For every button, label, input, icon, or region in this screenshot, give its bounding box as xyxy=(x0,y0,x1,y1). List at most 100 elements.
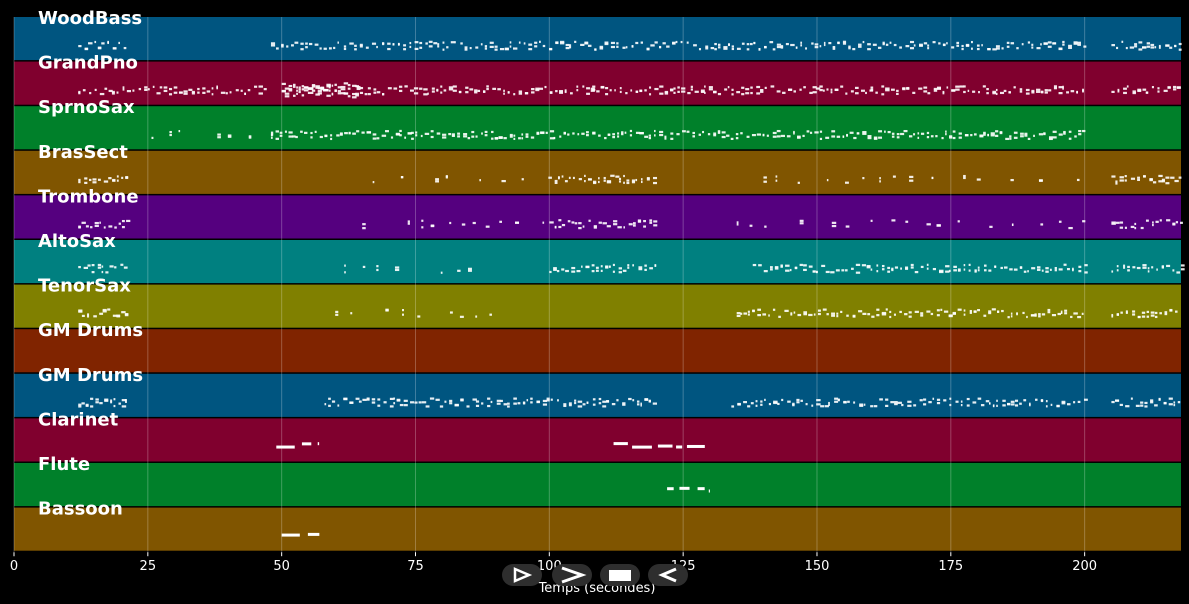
note-mark xyxy=(625,92,628,95)
note-mark xyxy=(247,89,251,92)
note-mark xyxy=(183,90,188,93)
note-mark xyxy=(1082,129,1086,133)
note-mark xyxy=(1066,91,1069,94)
note-mark xyxy=(126,90,131,93)
note-mark xyxy=(399,134,402,137)
note-mark xyxy=(606,400,610,403)
note-mark xyxy=(387,47,391,51)
note-mark xyxy=(724,88,728,91)
note-mark xyxy=(352,96,357,99)
note-mark xyxy=(1137,89,1142,92)
note-mark xyxy=(494,48,498,51)
note-mark xyxy=(1116,313,1120,316)
note-mark xyxy=(800,399,803,402)
note-mark xyxy=(358,400,362,403)
note-mark xyxy=(124,314,129,317)
note-mark xyxy=(1047,311,1051,314)
note-mark xyxy=(773,400,778,403)
note-mark xyxy=(1007,316,1010,319)
note-mark xyxy=(581,265,583,268)
note-mark xyxy=(120,263,124,266)
note-mark xyxy=(1016,312,1018,315)
note-mark xyxy=(885,308,888,311)
note-mark xyxy=(1161,178,1165,181)
note-mark xyxy=(362,227,366,230)
note-mark xyxy=(534,41,538,44)
note-mark xyxy=(78,44,82,48)
note-mark xyxy=(1054,269,1057,272)
note-mark xyxy=(564,90,567,94)
note-mark xyxy=(525,135,529,138)
note-mark xyxy=(836,312,839,315)
note-mark xyxy=(817,309,821,312)
note-mark xyxy=(409,89,414,92)
stop-button[interactable] xyxy=(600,564,640,586)
note-mark xyxy=(1125,311,1128,314)
note-mark xyxy=(315,86,320,89)
note-mark xyxy=(568,402,572,405)
note-mark xyxy=(632,264,635,267)
note-mark xyxy=(284,130,287,133)
note-mark xyxy=(1173,401,1176,404)
note-mark xyxy=(769,268,773,271)
note-mark xyxy=(531,88,535,91)
note-mark xyxy=(872,43,877,46)
note-mark xyxy=(1010,42,1015,45)
note-mark xyxy=(731,88,734,91)
note-mark xyxy=(1130,397,1133,400)
note-mark xyxy=(513,134,516,137)
track-label: GrandPno xyxy=(38,53,138,74)
note-mark xyxy=(797,181,800,184)
note-mark xyxy=(593,181,597,185)
note-mark xyxy=(1074,135,1077,138)
note-mark xyxy=(607,133,611,136)
note-mark xyxy=(939,270,944,274)
note-mark xyxy=(885,404,889,407)
track-label: GM Drums xyxy=(38,365,143,386)
rewind-button[interactable] xyxy=(648,564,688,586)
note-mark xyxy=(591,270,595,273)
note-mark xyxy=(986,92,989,95)
note-mark xyxy=(410,401,414,404)
note-mark xyxy=(830,91,833,94)
note-mark xyxy=(1111,222,1116,225)
note-mark xyxy=(576,85,579,88)
note-mark xyxy=(103,226,106,229)
note-mark xyxy=(122,86,125,89)
note-mark xyxy=(638,266,643,269)
note-mark xyxy=(1176,86,1181,89)
note-mark xyxy=(786,135,791,138)
note-mark xyxy=(713,134,717,137)
fast-forward-button[interactable] xyxy=(552,564,592,586)
play-forward-button[interactable] xyxy=(502,564,542,586)
note-mark xyxy=(298,90,301,94)
note-mark xyxy=(585,265,590,268)
note-mark xyxy=(908,135,913,138)
note-mark xyxy=(475,46,479,49)
note-mark xyxy=(963,309,966,312)
note-mark xyxy=(731,45,735,48)
note-mark xyxy=(298,88,301,91)
note-mark xyxy=(296,89,298,92)
note-mark xyxy=(974,270,977,273)
note-mark xyxy=(576,89,579,92)
note-mark xyxy=(996,310,1000,313)
note-mark xyxy=(698,133,701,136)
note-mark xyxy=(1115,180,1118,183)
note-mark xyxy=(923,403,927,406)
track-lane xyxy=(14,373,1181,417)
note-mark xyxy=(333,46,336,50)
note-mark xyxy=(969,309,972,313)
note-mark xyxy=(1036,90,1041,93)
note-mark xyxy=(413,92,419,95)
note-mark xyxy=(1111,313,1114,317)
note-mark xyxy=(303,89,309,92)
note-mark xyxy=(301,94,305,97)
note-mark xyxy=(436,88,439,91)
note-mark xyxy=(371,398,376,401)
note-mark xyxy=(867,136,872,140)
note-mark xyxy=(88,42,93,45)
note-mark xyxy=(697,487,705,491)
note-mark xyxy=(1150,399,1154,402)
note-mark xyxy=(448,88,454,91)
